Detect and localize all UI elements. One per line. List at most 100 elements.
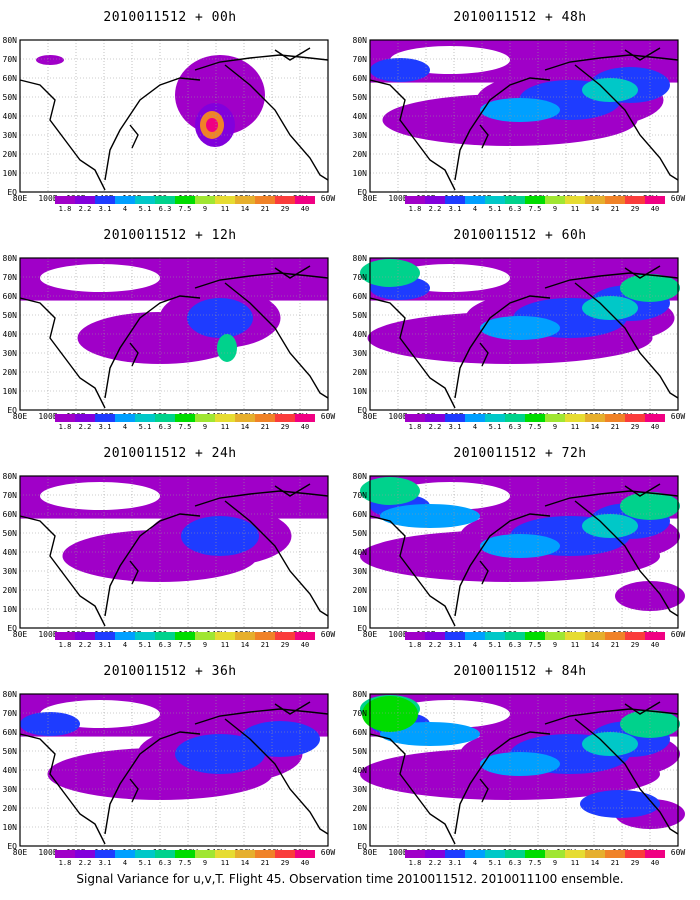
- coastline: [129, 124, 139, 149]
- colorbar-label: 3.1: [98, 423, 112, 431]
- colorbar-swatch: [255, 414, 275, 422]
- colorbar-label: 11: [220, 205, 230, 213]
- lat-tick-label: EQ: [7, 406, 17, 415]
- lat-tick-label: 50N: [353, 311, 368, 320]
- coastline: [624, 701, 661, 715]
- coastline: [454, 731, 551, 835]
- lat-tick-label: 30N: [353, 567, 368, 576]
- map-frame: [19, 475, 329, 629]
- lat-tick-label: 80N: [353, 36, 368, 45]
- coastline: [194, 490, 329, 507]
- lat-tick-label: EQ: [7, 188, 17, 197]
- colorbar-swatch: [255, 850, 275, 858]
- colorbar-swatch: [275, 414, 295, 422]
- lon-tick-label: 100E: [388, 194, 407, 203]
- colorbar-swatch: [195, 850, 215, 858]
- coastline: [224, 282, 329, 399]
- coastline: [224, 64, 329, 181]
- colorbar-swatch: [405, 850, 425, 858]
- colorbar-swatch: [175, 414, 195, 422]
- colorbar-swatch: [275, 850, 295, 858]
- variance-gap: [40, 264, 160, 292]
- lat-tick-label: 80N: [353, 254, 368, 263]
- colorbar-label: 7.5: [178, 859, 192, 867]
- variance-shading: [582, 296, 638, 320]
- colorbar-label: 5.1: [488, 641, 502, 649]
- colorbar-swatch: [525, 414, 545, 422]
- colorbar-label: 40: [650, 423, 660, 431]
- colorbar-swatch: [175, 850, 195, 858]
- forecast-panel: 2010011512 + 48h 80N 70N 60N 50N 40N 30N 20N 10N…: [350, 0, 690, 220]
- variance-shading: [362, 696, 418, 732]
- colorbar-swatch: [485, 414, 505, 422]
- lat-tick-label: 10N: [3, 823, 18, 832]
- colorbar-swatch: [505, 196, 525, 204]
- colorbar-swatch: [585, 414, 605, 422]
- colorbar-swatch: [565, 850, 585, 858]
- lon-tick-label: 100E: [38, 848, 57, 857]
- colorbar-swatch: [545, 196, 565, 204]
- colorbar-swatch: [505, 850, 525, 858]
- colorbar: [55, 850, 315, 858]
- coastline: [454, 295, 551, 399]
- colorbar: [55, 414, 315, 422]
- lat-tick-label: 50N: [353, 747, 368, 756]
- lat-tick-label: 20N: [353, 150, 368, 159]
- colorbar-swatch: [115, 414, 135, 422]
- lat-tick-label: 60N: [3, 510, 18, 519]
- colorbar-swatch: [505, 632, 525, 640]
- colorbar-swatch: [525, 850, 545, 858]
- colorbar-swatch: [135, 414, 155, 422]
- colorbar-label: 40: [650, 859, 660, 867]
- colorbar-label: 7.5: [528, 859, 542, 867]
- colorbar-label: 1.8: [408, 859, 422, 867]
- colorbar-label: 4: [122, 423, 128, 431]
- map-frame: [369, 693, 679, 847]
- lat-tick-label: EQ: [357, 624, 367, 633]
- colorbar-swatch: [605, 414, 625, 422]
- lat-tick-label: 70N: [353, 55, 368, 64]
- colorbar-swatch: [75, 850, 95, 858]
- colorbar-swatch: [645, 196, 665, 204]
- colorbar-label: 11: [570, 205, 580, 213]
- coastline: [104, 513, 201, 617]
- lat-tick-label: 70N: [353, 273, 368, 282]
- colorbar-swatch: [75, 414, 95, 422]
- forecast-panel: 2010011512 + 84h 80N 70N 60N 50N 40N 30N 20N 10N…: [350, 654, 690, 874]
- colorbar-swatch: [235, 196, 255, 204]
- colorbar-swatch: [275, 632, 295, 640]
- colorbar-label: 40: [650, 641, 660, 649]
- map-frame: [369, 39, 679, 193]
- variance-shading: [580, 790, 660, 818]
- lat-tick-label: 20N: [353, 804, 368, 813]
- colorbar-labels: 1.8 2.2 3.1 4 5.1 6.3 7.5 9 11 14 21 29 40: [405, 859, 665, 869]
- colorbar-swatch: [215, 850, 235, 858]
- colorbar-label: 21: [260, 205, 270, 213]
- lon-tick-label: 60W: [671, 630, 686, 639]
- colorbar-swatch: [195, 632, 215, 640]
- variance-map: 80N70N60N50N40N30N20N10NEQ80E100E120E140…: [3, 254, 336, 421]
- colorbar-label: 11: [570, 641, 580, 649]
- lat-tick-label: 50N: [3, 93, 18, 102]
- lat-tick-label: 60N: [353, 510, 368, 519]
- panel-title: 2010011512 + 84h: [453, 664, 587, 679]
- lat-tick-label: 10N: [3, 169, 18, 178]
- coastline: [194, 272, 329, 289]
- colorbar-swatch: [255, 632, 275, 640]
- colorbar-swatch: [235, 414, 255, 422]
- colorbar-swatch: [485, 632, 505, 640]
- colorbar-swatch: [465, 850, 485, 858]
- colorbar: [55, 632, 315, 640]
- colorbar-swatch: [625, 632, 645, 640]
- variance-shading: [20, 712, 80, 736]
- lat-tick-label: 70N: [3, 491, 18, 500]
- lon-tick-label: 80E: [363, 412, 378, 421]
- colorbar-label: 40: [300, 205, 310, 213]
- lat-tick-label: 50N: [3, 747, 18, 756]
- colorbar-label: 9: [552, 859, 558, 867]
- colorbar-swatch: [445, 632, 465, 640]
- colorbar-label: 5.1: [138, 859, 152, 867]
- colorbar-swatch: [405, 414, 425, 422]
- colorbar-labels: 1.8 2.2 3.1 4 5.1 6.3 7.5 9 11 14 21 29 40: [55, 423, 315, 433]
- coastline: [544, 708, 679, 725]
